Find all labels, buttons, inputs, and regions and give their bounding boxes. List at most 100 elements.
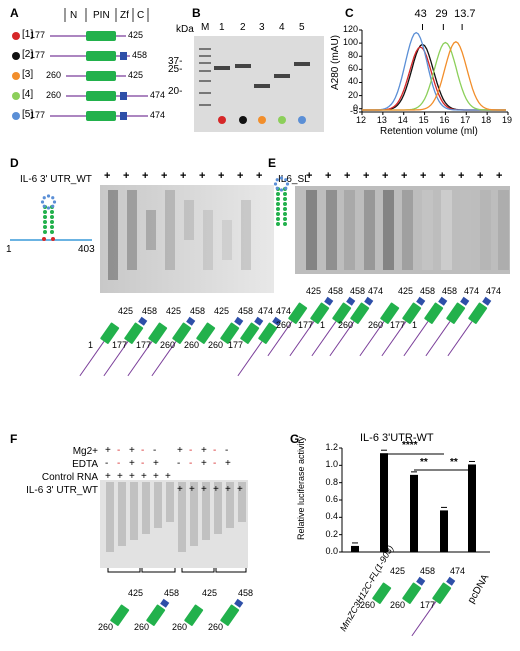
lane-plus: + (104, 170, 111, 182)
lane-plus: + (382, 170, 389, 182)
lane-sign: + (213, 484, 219, 495)
loop-dot (275, 186, 279, 190)
construct-start-label: 1 (88, 340, 94, 350)
c-x-tick-label: 18 (481, 115, 492, 125)
stem-dot (43, 230, 47, 234)
lane-sign: + (189, 484, 195, 495)
panel-g-title: IL-6 3'UTR-WT (360, 432, 434, 444)
loop-dot (285, 182, 290, 186)
panel-e-label: E (268, 156, 277, 170)
lane-sign: - (213, 445, 217, 456)
construct-end: 458 (132, 50, 148, 60)
construct-end-label: 425 (390, 566, 406, 576)
zf-box (364, 296, 374, 306)
construct-end-label: 458 (350, 286, 366, 296)
lane-label: 2 (240, 22, 246, 33)
c-x-tick-label: 12 (356, 115, 367, 125)
pin-box (184, 604, 204, 626)
construct-glyph (411, 576, 456, 637)
zf-box (138, 316, 148, 326)
zf-domain-box (120, 112, 127, 120)
ladder-band (199, 80, 211, 82)
construct-start-label: 177 (390, 320, 406, 330)
pin-box (402, 302, 422, 324)
lane-smear (165, 190, 175, 270)
construct-glyph (425, 296, 470, 357)
loop-dot (40, 200, 45, 204)
construct-end-label: 425 (128, 588, 144, 598)
construct-glyph (127, 322, 168, 377)
loop-dot (275, 178, 279, 182)
construct-start-label: 260 (208, 622, 224, 632)
lane-smear (402, 190, 413, 270)
stem-dot (50, 230, 54, 234)
construct-end-label: 458 (164, 588, 180, 598)
f-row-label: Mg2+ (72, 446, 98, 457)
lane-sign: + (201, 484, 207, 495)
lane-plus: + (123, 170, 130, 182)
protein-band (254, 84, 270, 88)
lane-sign: - (189, 458, 193, 469)
construct-start-label: 177 (136, 340, 152, 350)
lane-color-dot (239, 116, 247, 124)
lane-sign: + (117, 471, 123, 482)
lane-sign: + (129, 471, 135, 482)
stem-dot (283, 192, 287, 196)
zf-domain-box (120, 52, 127, 60)
lane-plus: + (161, 170, 168, 182)
stem-dot (50, 215, 54, 219)
pin-box (148, 322, 168, 344)
panel-b-label: B (192, 6, 201, 20)
construct-glyph (447, 296, 492, 357)
c-y-tick-label: 120 (342, 24, 358, 34)
c-y-tick-label: 80 (347, 50, 358, 61)
construct-dot (12, 92, 20, 100)
g-bar (440, 510, 448, 552)
construct-end: 425 (128, 30, 144, 40)
lane-smear (364, 190, 375, 270)
ladder-band (199, 55, 211, 57)
construct-start-label: 177 (420, 600, 436, 610)
domain-c: C (137, 10, 145, 21)
construct-linker (447, 321, 473, 357)
construct-glyph (311, 296, 356, 357)
stem-dot (283, 202, 287, 206)
pin-box (424, 302, 444, 324)
lane-plus: + (344, 170, 351, 182)
construct-start-label: 260 (172, 622, 188, 632)
construct-start: 177 (30, 30, 46, 40)
g-y-tick-label: 1.2 (325, 442, 338, 452)
panel-e-title: IL6_SL (278, 174, 310, 185)
lane-sign: - (189, 445, 193, 456)
ladder-band (199, 70, 211, 72)
construct-end-label: 458 (238, 588, 254, 598)
construct-start-label: 260 (160, 340, 176, 350)
construct-start: 177 (30, 50, 46, 60)
lane-sign: - (177, 458, 181, 469)
pin-box (196, 322, 216, 344)
stem-dot (50, 220, 54, 224)
lane-smear (214, 482, 222, 534)
construct-linker (403, 321, 429, 357)
construct-start-label: 260 (360, 600, 376, 610)
lane-color-dot (218, 116, 226, 124)
construct-glyph (237, 316, 282, 377)
lane-plus: + (477, 170, 484, 182)
construct-glyph (220, 316, 244, 344)
pin-box (468, 302, 488, 324)
c-y-tick-label: 60 (347, 63, 358, 74)
construct-index: [2] (22, 49, 34, 60)
c-x-tick-label: 16 (439, 115, 450, 125)
lane-plus: + (199, 170, 206, 182)
g-y-tick-label: 0.6 (325, 494, 338, 504)
construct-start-label: 260 (276, 320, 292, 330)
lane-sign: + (105, 471, 111, 482)
zf-domain-box (120, 92, 127, 100)
construct-glyph (267, 302, 308, 357)
pin-box (350, 302, 370, 324)
protein-band (235, 64, 251, 68)
construct-dot (12, 32, 20, 40)
panel-c-label: C (345, 6, 354, 20)
construct-end-label: 458 (420, 286, 436, 296)
